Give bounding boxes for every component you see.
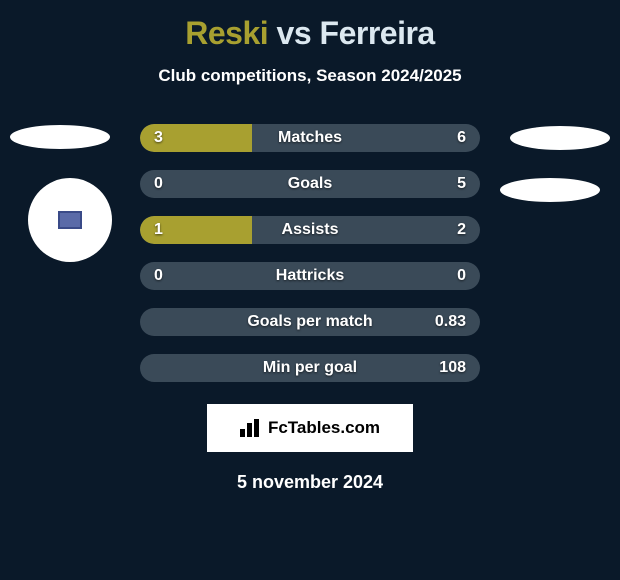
stat-label: Min per goal: [263, 359, 357, 377]
subtitle: Club competitions, Season 2024/2025: [0, 66, 620, 86]
watermark: FcTables.com: [207, 404, 413, 452]
stat-row: 0 Hattricks 0: [140, 262, 480, 290]
stat-row: Min per goal 108: [140, 354, 480, 382]
vs-text: vs: [277, 15, 312, 51]
stat-value-left: 0: [154, 267, 163, 285]
player2-avatar: [510, 126, 610, 150]
stat-label: Goals per match: [247, 313, 372, 331]
bars-icon: [240, 419, 262, 437]
stat-value-right: 6: [457, 129, 466, 147]
player2-club-badge: [500, 178, 600, 202]
player1-avatar: [10, 125, 110, 149]
watermark-text: FcTables.com: [268, 418, 380, 438]
stat-label: Hattricks: [276, 267, 344, 285]
club-badge-icon: [58, 211, 82, 229]
page-title: Reski vs Ferreira: [0, 15, 620, 52]
stat-value-right: 0: [457, 267, 466, 285]
stat-value-right: 5: [457, 175, 466, 193]
date-text: 5 november 2024: [0, 472, 620, 493]
comparison-card: Reski vs Ferreira Club competitions, Sea…: [0, 0, 620, 580]
stat-label: Goals: [288, 175, 332, 193]
stat-row: 0 Goals 5: [140, 170, 480, 198]
stat-label: Assists: [282, 221, 339, 239]
stat-value-left: 0: [154, 175, 163, 193]
player1-club-badge: [28, 178, 112, 262]
stat-value-right: 0.83: [435, 313, 466, 331]
stat-value-right: 2: [457, 221, 466, 239]
stat-row: 1 Assists 2: [140, 216, 480, 244]
stat-value-right: 108: [439, 359, 466, 377]
stat-row: 3 Matches 6: [140, 124, 480, 152]
player2-name: Ferreira: [320, 15, 435, 51]
stat-value-left: 3: [154, 129, 163, 147]
stat-label: Matches: [278, 129, 342, 147]
stat-value-left: 1: [154, 221, 163, 239]
stat-row: Goals per match 0.83: [140, 308, 480, 336]
player1-name: Reski: [185, 15, 268, 51]
